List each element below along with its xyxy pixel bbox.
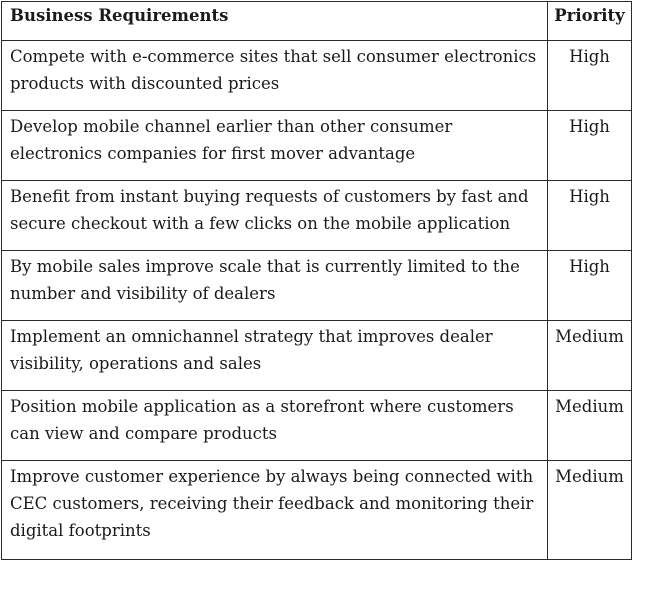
requirement-cell: Implement an omnichannel strategy that i… [1,320,548,391]
priority-cell: Medium [547,460,632,560]
table-row: Position mobile application as a storefr… [1,390,632,461]
table-row: Benefit from instant buying requests of … [1,180,632,251]
requirement-cell: By mobile sales improve scale that is cu… [1,250,548,321]
table-row: By mobile sales improve scale that is cu… [1,250,632,321]
priority-cell: High [547,40,632,111]
table-row: Improve customer experience by always be… [1,460,632,560]
header-priority: Priority [547,1,632,41]
header-business-requirements: Business Requirements [1,1,548,41]
requirement-cell: Benefit from instant buying requests of … [1,180,548,251]
priority-cell: High [547,180,632,251]
table-row: Develop mobile channel earlier than othe… [1,110,632,181]
table-row: Implement an omnichannel strategy that i… [1,320,632,391]
requirement-cell: Develop mobile channel earlier than othe… [1,110,548,181]
requirement-cell: Improve customer experience by always be… [1,460,548,560]
priority-cell: High [547,250,632,321]
priority-cell: High [547,110,632,181]
priority-cell: Medium [547,390,632,461]
requirement-cell: Position mobile application as a storefr… [1,390,548,461]
table-header-row: Business Requirements Priority [1,1,632,41]
business-requirements-table: Business Requirements Priority Compete w… [1,1,632,560]
requirement-cell: Compete with e-commerce sites that sell … [1,40,548,111]
priority-cell: Medium [547,320,632,391]
table-row: Compete with e-commerce sites that sell … [1,40,632,111]
